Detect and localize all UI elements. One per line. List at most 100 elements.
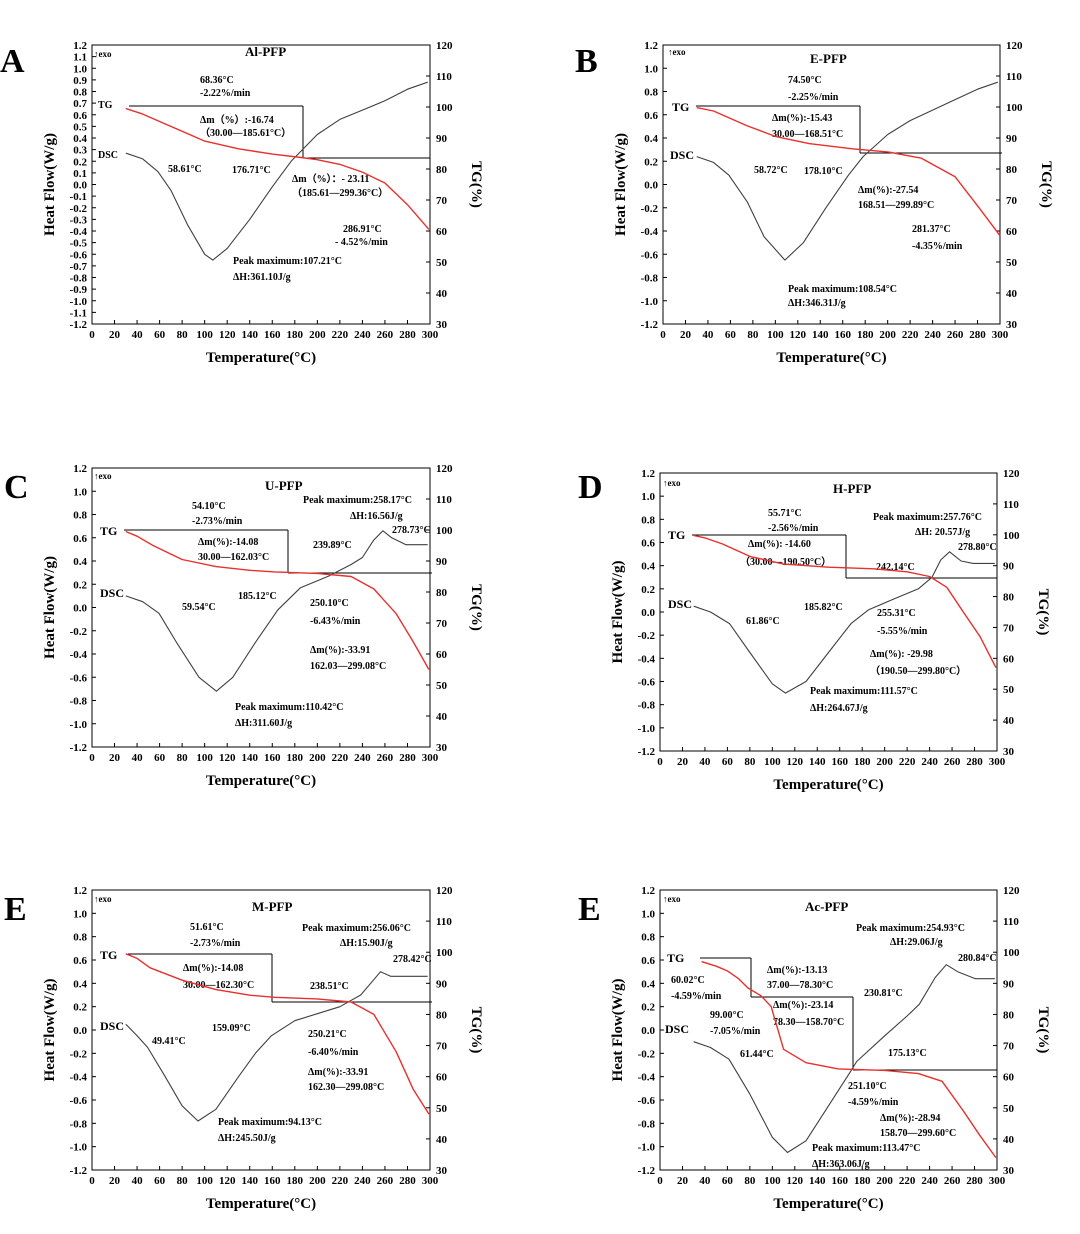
panel-e-m-ann-10: 250.21°C (308, 1029, 347, 1040)
panel-d-axes: 0 20 40 60 80 100 120 140 160 180 200 220 240 260 280 3… (610, 468, 1051, 793)
panel-b-y-tick-label: 0.6 (644, 110, 658, 122)
panel-e-ac-ann-19: ΔH:363.06J/g (812, 1159, 870, 1170)
panel-b-y-tick-label: -0.4 (641, 226, 659, 238)
panel-e-m-y-tick-label: 0.6 (73, 955, 87, 967)
panel-e-m-ann-13: 162.30—299.08°C (308, 1082, 384, 1093)
panel-c-title: U-PFP (265, 478, 303, 493)
panel-d-x-tick-label: 80 (744, 756, 756, 768)
panel-d-y-tick-label: 1.0 (641, 491, 655, 503)
panel-c-x-axis-label: Temperature(°C) (206, 773, 316, 789)
panel-e-m-y2-tick-label: 120 (436, 885, 453, 897)
panel-e-m-ann-15: ΔH:245.50J/g (218, 1133, 276, 1144)
panel-d-x-tick-label: 120 (787, 756, 804, 768)
panel-e-ac-y2-tick-label: 90 (1003, 978, 1015, 990)
panel-e-ac-axes: 0 20 40 60 80 100 120 140 160 180 200 220 240 260 280 3… (610, 885, 1051, 1212)
panel-a-y-tick-label: -0.2 (70, 203, 88, 215)
panel-a-y-tick-label: 0.8 (73, 87, 87, 99)
panel-a-y2-tick-label: 120 (436, 40, 453, 52)
panel-a-y-tick-label: 0.0 (73, 180, 87, 192)
panel-c-tg-label: TG (100, 524, 117, 538)
panel-a-x-tick-label: 0 (89, 329, 95, 341)
panel-e-m-x-tick-label: 140 (241, 1175, 258, 1187)
panel-e-ac-letter: E (578, 891, 601, 928)
panel-d-x-tick-label: 240 (921, 756, 938, 768)
panel-b-dsc-label: DSC (670, 148, 694, 162)
panel-a-x-tick-label: 60 (154, 329, 166, 341)
panel-e-ac-y2-axis-label: TG(%) (1035, 1007, 1051, 1054)
panel-d-y-tick-label: 0.4 (641, 561, 655, 573)
panel-e-ac-y2-tick-label: 100 (1003, 947, 1020, 959)
panel-a-y-tick-label: 1.1 (73, 52, 87, 64)
panel-c-ann-8: 59.54°C (182, 602, 216, 613)
panel-c-ann-13: 162.03—299.08°C (310, 661, 386, 672)
panel-c-ann-11: -6.43%/min (310, 616, 361, 627)
panel-e-ac-x-tick-label: 140 (809, 1175, 826, 1187)
panel-e-m-ann-5: ΔH:15.90J/g (340, 938, 393, 949)
panel-e-ac-y2-tick-label: 60 (1003, 1072, 1015, 1084)
panel-c-ann-0: 54.10°C (192, 501, 226, 512)
panel-d-x-tick-label: 300 (989, 756, 1006, 768)
panel-e-ac-ann-14: 251.10°C (848, 1081, 887, 1092)
panel-e-ac-x-tick-label: 240 (921, 1175, 938, 1187)
panel-b-y2-tick-label: 70 (1006, 195, 1018, 207)
panel-b-ann-10: Peak maximum:108.54°C (788, 284, 897, 295)
panel-c-x-tick-label: 100 (196, 752, 213, 764)
panel-e-ac-y-tick-label: 0.8 (641, 932, 655, 944)
panel-e-m-y-tick-label: 0.4 (73, 978, 87, 990)
panel-c-y-tick-label: 1.2 (73, 463, 87, 475)
panel-e-ac-y-tick-label: -0.8 (638, 1118, 656, 1130)
panel-d-ann-2: Δm(%): -14.60 (748, 539, 811, 550)
panel-a-x-tick-label: 260 (377, 329, 394, 341)
panel-d-ann-6: 278.80°C (958, 542, 997, 553)
panel-a-y-tick-label: 1.0 (73, 63, 87, 75)
panel-c-tg-curve (125, 530, 430, 670)
panel-d-ann-9: 185.82°C (804, 602, 843, 613)
panel-c-x-tick-label: 20 (109, 752, 121, 764)
panel-b-x-tick-label: 280 (969, 329, 986, 341)
panel-d: D H-PFP ↑exo TG DSC 55.71°C -2.56%/min Δ… (578, 469, 998, 714)
panel-e-m-ann-11: -6.40%/min (308, 1047, 359, 1058)
panel-d-y-tick-label: -1.0 (638, 723, 656, 735)
panel-a-x-tick-label: 280 (399, 329, 416, 341)
panel-b-x-tick-label: 160 (834, 329, 851, 341)
panel-b-ann-1: -2.25%/min (788, 92, 839, 103)
panel-d-x-tick-label: 280 (966, 756, 983, 768)
panel-a-y2-tick-label: 70 (436, 195, 448, 207)
panel-b-x-tick-label: 240 (924, 329, 941, 341)
panel-d-ann-13: （190.50—299.80°C） (870, 664, 966, 677)
panel-e-m-x-tick-label: 80 (177, 1175, 189, 1187)
panel-b-x-tick-label: 60 (725, 329, 737, 341)
panel-a-y-tick-label: 0.6 (73, 110, 87, 122)
panel-d-tg-label: TG (668, 528, 685, 542)
panel-e-ac-dsc-curve (693, 964, 995, 1154)
panel-e-ac-y2-tick-label: 30 (1003, 1165, 1015, 1177)
panel-b-x-tick-label: 0 (660, 329, 666, 341)
panel-d-y-tick-label: 0.2 (641, 584, 655, 596)
panel-e-ac-ann-3: 60.02°C (671, 975, 705, 986)
panel-c-y-tick-label: 0.2 (73, 579, 87, 591)
panel-e-ac-exo-label: ↑exo (663, 894, 681, 904)
panel-c-y-tick-label: -0.4 (70, 649, 88, 661)
panel-a-y-tick-label: -0.9 (70, 284, 88, 296)
panel-d-y-tick-label: 1.2 (641, 468, 655, 480)
panel-c-ann-4: Peak maximum:258.17°C (303, 495, 412, 506)
panel-e-ac-ann-8: 99.00°C (710, 1010, 744, 1021)
panel-c-y-tick-label: 0.4 (73, 556, 87, 568)
panel-d-ann-1: -2.56%/min (768, 523, 819, 534)
panel-b-letter: B (575, 43, 598, 80)
panel-c-x-tick-label: 280 (399, 752, 416, 764)
panel-b-y2-tick-label: 30 (1006, 319, 1018, 331)
panel-c-y-axis-label: Heat Flow(W/g) (42, 556, 58, 659)
panel-b-y-tick-label: 1.2 (644, 40, 658, 52)
panel-e-m-y2-tick-label: 60 (436, 1072, 448, 1084)
panel-a-y2-tick-label: 50 (436, 257, 448, 269)
panel-c-x-tick-label: 240 (354, 752, 371, 764)
panel-c-ann-1: -2.73%/min (192, 516, 243, 527)
panel-c-y2-tick-label: 120 (436, 463, 453, 475)
panel-b-y2-tick-label: 110 (1006, 71, 1022, 83)
panel-a-ann-8: 286.91°C (343, 224, 382, 235)
panel-e-ac-x-tick-label: 40 (699, 1175, 711, 1187)
panel-d-y2-tick-label: 60 (1003, 653, 1015, 665)
panel-e-m-y-tick-label: -1.2 (70, 1165, 88, 1177)
